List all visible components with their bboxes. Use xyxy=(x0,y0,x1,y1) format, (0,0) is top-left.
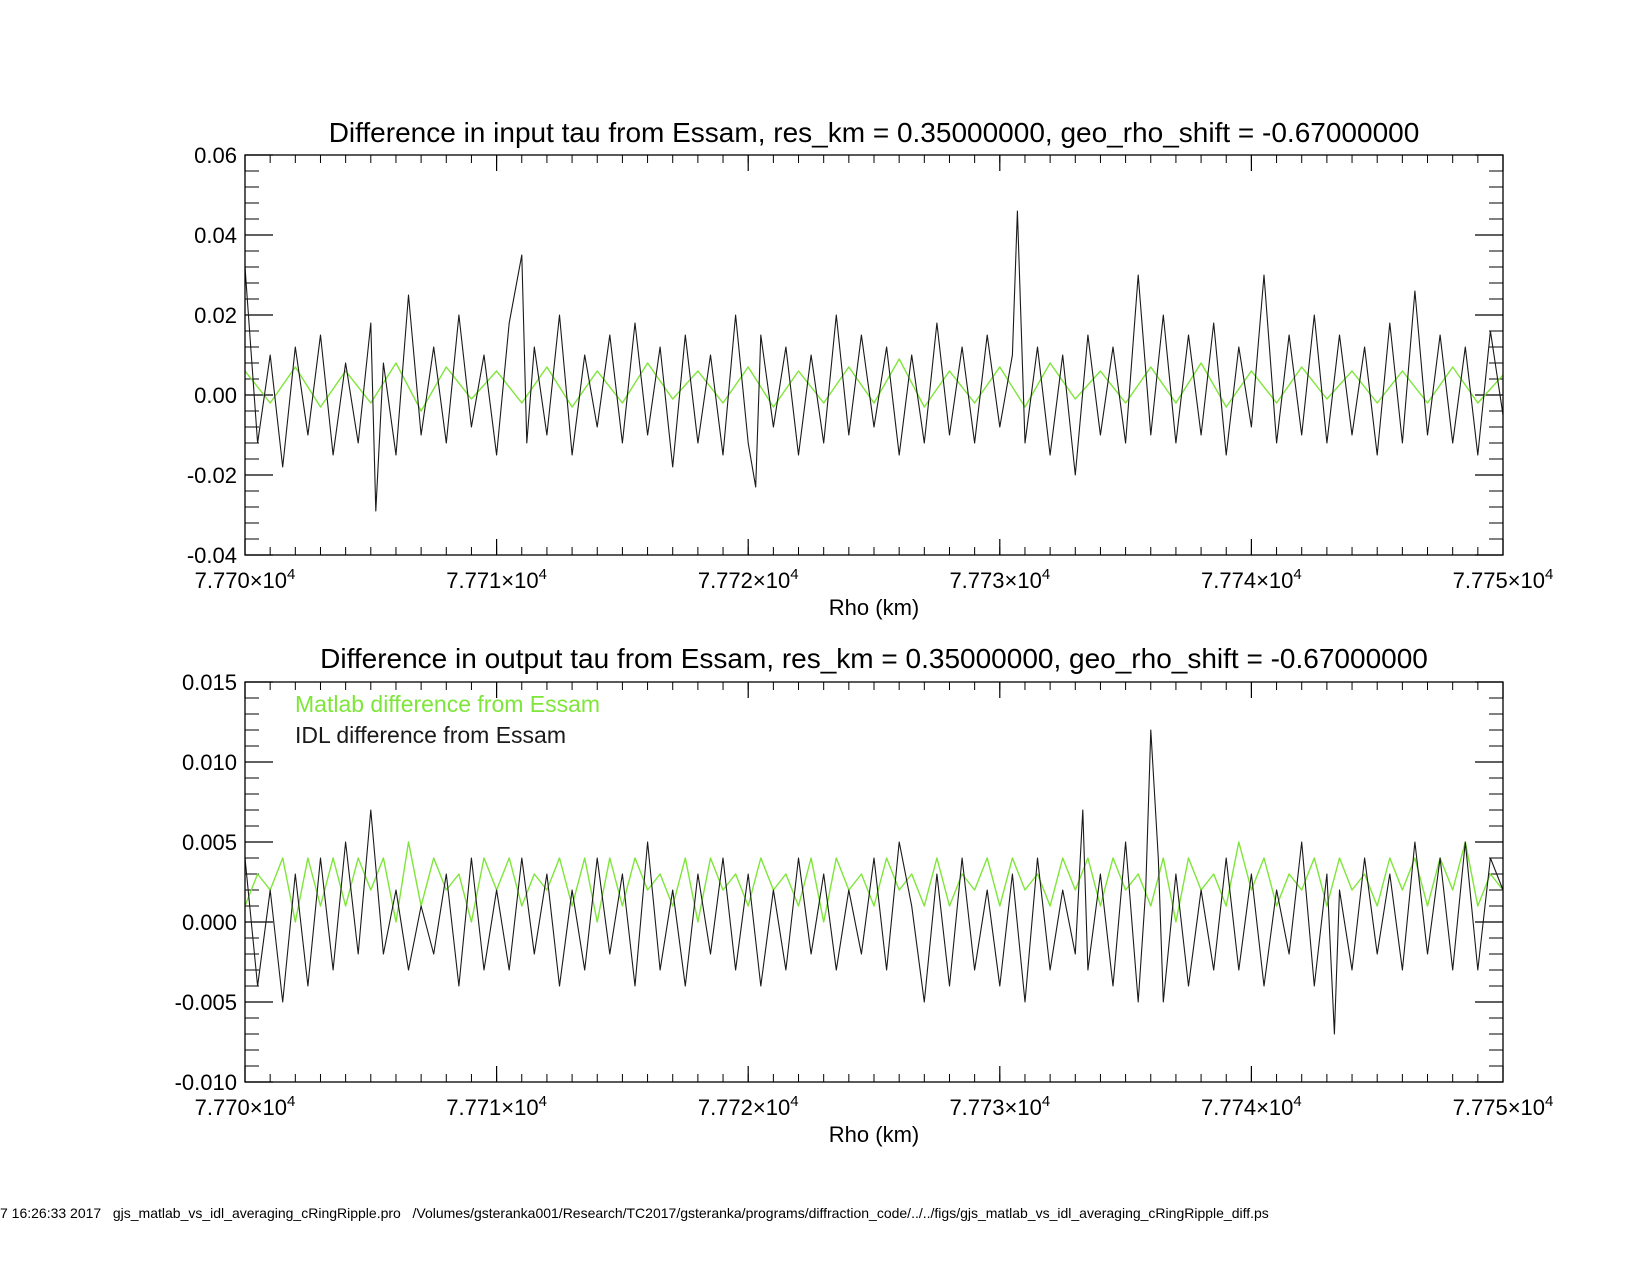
x-tick-label: 7.774×104 xyxy=(1201,566,1302,593)
x-tick-label: 7.775×104 xyxy=(1453,1093,1554,1120)
legend-entry-idl: IDL difference from Essam xyxy=(295,722,566,748)
y-tick-label: 0.02 xyxy=(194,303,237,328)
y-tick-label: 0.010 xyxy=(182,750,237,775)
y-tick-label: 0.005 xyxy=(182,830,237,855)
y-tick-label: 0.000 xyxy=(182,910,237,935)
x-tick-label: 7.772×104 xyxy=(698,1093,799,1120)
footer-file-info: 7 16:26:33 2017 gjs_matlab_vs_idl_averag… xyxy=(0,1205,1269,1221)
x-tick-label: 7.773×104 xyxy=(949,566,1050,593)
plot-frame xyxy=(244,681,1504,1083)
series-line-matlab xyxy=(244,358,1504,412)
y-tick-label: 0.06 xyxy=(194,143,237,168)
series-line-idl xyxy=(244,729,1504,1035)
x-tick-label: 7.771×104 xyxy=(446,566,547,593)
y-tick-label: -0.04 xyxy=(187,543,237,568)
series-line-idl xyxy=(244,210,1504,512)
x-tick-label: 7.775×104 xyxy=(1453,566,1554,593)
chart-title: Difference in input tau from Essam, res_… xyxy=(329,117,1420,148)
x-tick-label: 7.771×104 xyxy=(446,1093,547,1120)
chart-title: Difference in output tau from Essam, res… xyxy=(320,643,1428,674)
x-axis-label: Rho (km) xyxy=(829,595,919,620)
plot-frame xyxy=(244,154,1504,556)
chart-panel-input-tau: Difference in input tau from Essam, res_… xyxy=(187,117,1554,620)
chart-panel-output-tau: Difference in output tau from Essam, res… xyxy=(175,643,1554,1147)
x-axis-label: Rho (km) xyxy=(829,1122,919,1147)
series-line-matlab xyxy=(244,841,1504,923)
x-tick-label: 7.770×104 xyxy=(195,566,296,593)
x-tick-label: 7.772×104 xyxy=(698,566,799,593)
y-tick-label: 0.04 xyxy=(194,223,237,248)
x-tick-label: 7.774×104 xyxy=(1201,1093,1302,1120)
x-tick-label: 7.770×104 xyxy=(195,1093,296,1120)
x-tick-label: 7.773×104 xyxy=(949,1093,1050,1120)
y-tick-label: -0.005 xyxy=(175,990,237,1015)
y-tick-label: 0.015 xyxy=(182,670,237,695)
y-tick-label: 0.00 xyxy=(194,383,237,408)
legend-entry-matlab: Matlab difference from Essam xyxy=(295,691,600,717)
y-tick-label: -0.02 xyxy=(187,463,237,488)
y-tick-label: -0.010 xyxy=(175,1070,237,1095)
